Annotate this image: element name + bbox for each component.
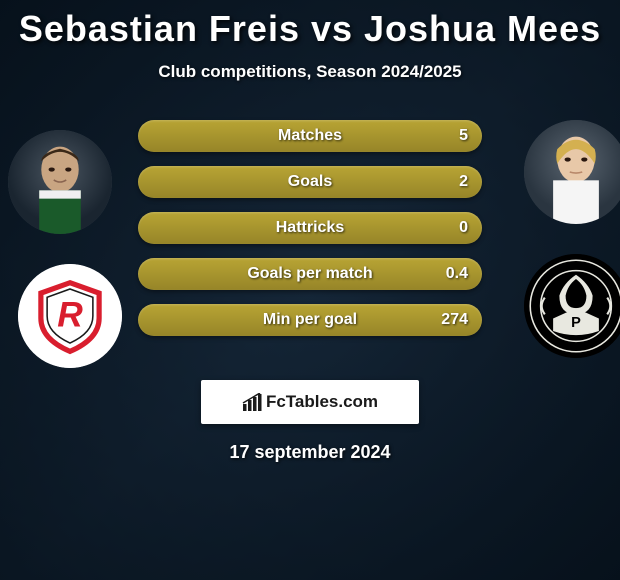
stat-label: Matches — [278, 127, 342, 145]
team-left-badge: R — [18, 264, 122, 368]
stat-value-right: 5 — [459, 127, 468, 145]
stat-label: Min per goal — [263, 311, 357, 329]
player-right-avatar — [524, 120, 620, 224]
stat-label: Hattricks — [276, 219, 344, 237]
stat-row-min-per-goal: Min per goal 274 — [138, 304, 482, 336]
comparison-date: 17 september 2024 — [0, 442, 620, 463]
team-right-badge: P — [524, 254, 620, 358]
stat-label: Goals per match — [247, 265, 372, 283]
stat-value-right: 274 — [441, 311, 468, 329]
stat-row-hattricks: Hattricks 0 — [138, 212, 482, 244]
stat-row-goals: Goals 2 — [138, 166, 482, 198]
stat-row-goals-per-match: Goals per match 0.4 — [138, 258, 482, 290]
comparison-subtitle: Club competitions, Season 2024/2025 — [0, 62, 620, 82]
comparison-title: Sebastian Freis vs Joshua Mees — [0, 8, 620, 50]
comparison-body: R P Matches 5 Goals 2 — [0, 120, 620, 360]
stat-value-right: 0 — [459, 219, 468, 237]
brand-text: FcTables.com — [266, 392, 378, 412]
stat-row-matches: Matches 5 — [138, 120, 482, 152]
stat-value-right: 2 — [459, 173, 468, 191]
svg-text:P: P — [571, 315, 581, 331]
stats-list: Matches 5 Goals 2 Hattricks 0 Goals per … — [138, 120, 482, 350]
svg-text:R: R — [57, 295, 83, 334]
stat-value-right: 0.4 — [446, 265, 468, 283]
player-left-avatar — [8, 130, 112, 234]
brand-badge: FcTables.com — [201, 380, 419, 424]
stat-label: Goals — [288, 173, 332, 191]
brand-chart-icon — [242, 393, 262, 411]
